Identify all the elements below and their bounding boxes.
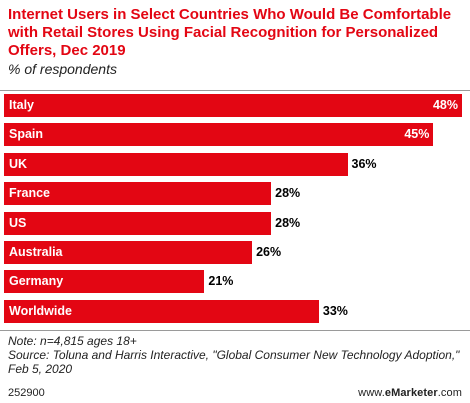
value-label-france: 28% [275,186,301,201]
bar-spain [4,123,434,147]
chart-subtitle: % of respondents [8,61,117,77]
bottom-divider [0,330,470,331]
bar-label-france: France [9,186,50,201]
value-label-italy: 48% [432,98,458,112]
bar-label-worldwide: Worldwide [9,303,72,318]
brand-name: eMarketer [384,387,438,399]
bar-label-italy: Italy [9,98,35,112]
bar-label-uk: UK [9,156,28,171]
chart-title: Internet Users in Select Countries Who W… [8,6,452,59]
brand-logo: www.eMarketer.com [358,385,462,401]
brand-site-prefix: www. [358,387,385,399]
bar-france [4,182,272,206]
bar-germany [4,270,205,294]
bar-label-us: US [9,215,27,230]
value-label-australia: 26% [256,245,282,259]
bar-label-germany: Germany [9,274,64,289]
bar-chart-plot: Italy 48% Spain 45% UK 36% France 28% US 28% Austr… [0,92,470,328]
source-note: Source: Toluna and Harris Interactive, "… [8,348,460,376]
chart-id: 252900 [8,387,45,399]
brand-site-suffix: .com [437,387,462,399]
value-label-worldwide: 33% [322,303,348,318]
value-label-spain: 45% [404,127,430,142]
bar-uk [4,152,348,176]
value-label-germany: 21% [208,274,234,289]
value-label-uk: 36% [351,156,377,171]
chart-footer: 252900 www.eMarketer.com [0,385,470,401]
value-label-us: 28% [275,215,301,230]
bar-australia [4,241,253,264]
bar-italy [4,94,462,117]
bar-label-spain: Spain [9,127,44,142]
top-divider [0,90,470,91]
sample-note: Note: n=4,815 ages 18+ [8,334,137,348]
chart-notes: Note: n=4,815 ages 18+ Source: Toluna an… [8,334,464,376]
bar-worldwide [4,299,319,323]
bar-label-australia: Australia [9,245,63,259]
bar-us [4,211,272,235]
